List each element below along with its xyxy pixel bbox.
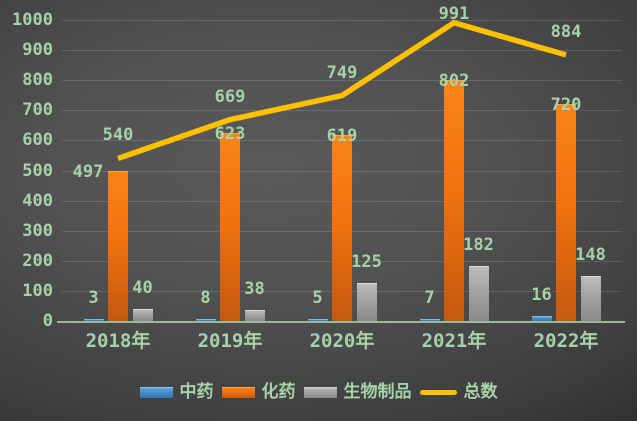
x-axis-line [57, 321, 625, 323]
legend-label-tcm: 中药 [179, 382, 214, 402]
data-label-total: 749 [326, 62, 358, 83]
y-axis-tick-label: 600 [22, 130, 53, 151]
x-axis-label: 2021年 [421, 330, 487, 352]
y-axis-tick-label: 500 [22, 160, 53, 181]
bar-biologics [132, 308, 153, 321]
y-axis-tick-label: 800 [22, 70, 53, 91]
legend-swatch-biologics [303, 386, 337, 398]
y-axis-tick-label: 900 [22, 40, 53, 61]
y-axis-tick-label: 100 [22, 280, 53, 301]
y-axis-tick-label: 700 [22, 100, 53, 121]
data-label-biologics: 38 [244, 278, 265, 299]
bar-chemical-drugs [332, 134, 352, 321]
data-label-chemical-drugs: 623 [214, 124, 246, 145]
bar-chemical-drugs [444, 79, 464, 321]
data-label-chemical-drugs: 619 [326, 125, 358, 146]
y-axis-tick-label: 300 [22, 220, 53, 241]
bar-chemical-drugs [556, 104, 576, 321]
bar-chemical-drugs [108, 171, 128, 321]
bar-biologics [356, 283, 377, 321]
y-axis-tick-label: 0 [42, 311, 53, 331]
x-axis-label: 2022年 [533, 330, 599, 352]
bar-tcm [195, 318, 216, 321]
legend-label-total: 总数 [463, 382, 498, 402]
bar-tcm [531, 316, 552, 321]
gridline [62, 50, 622, 52]
data-label-tcm: 8 [200, 287, 211, 308]
y-axis-tick-label: 200 [22, 250, 53, 271]
x-axis-label: 2018年 [85, 330, 151, 352]
gridline [62, 20, 622, 21]
x-axis-label: 2020年 [309, 330, 375, 352]
x-axis-label: 2019年 [197, 330, 263, 352]
legend-item-chemical-drugs: 化药 [221, 382, 296, 402]
data-label-total: 540 [102, 125, 134, 146]
legend-label-biologics: 生物制品 [343, 382, 412, 402]
legend-item-total: 总数 [419, 382, 498, 402]
gridline [62, 110, 622, 112]
data-label-tcm: 16 [531, 285, 552, 306]
bar-biologics [580, 276, 601, 321]
legend-line-swatch-total [419, 389, 457, 395]
data-label-tcm: 5 [312, 287, 323, 308]
legend-swatch-chemical-drugs [221, 386, 255, 398]
bar-biologics [468, 266, 489, 321]
data-label-biologics: 125 [351, 252, 382, 273]
data-label-total: 669 [214, 86, 246, 107]
legend-swatch-tcm [139, 386, 173, 398]
bar-tcm [307, 318, 328, 321]
data-label-chemical-drugs: 497 [72, 162, 104, 183]
legend-label-chemical-drugs: 化药 [261, 382, 296, 402]
data-label-total: 991 [438, 4, 470, 24]
bar-biologics [244, 309, 265, 321]
legend-item-tcm: 中药 [139, 382, 214, 402]
data-label-biologics: 40 [132, 277, 153, 298]
data-label-tcm: 3 [88, 287, 99, 308]
data-label-tcm: 7 [424, 287, 435, 308]
data-label-chemical-drugs: 802 [438, 70, 470, 91]
bar-tcm [83, 318, 104, 321]
legend: 中药 化药 生物制品 总数 [0, 383, 637, 401]
data-label-total: 884 [550, 21, 582, 42]
bar-tcm [419, 318, 440, 321]
data-label-chemical-drugs: 720 [550, 95, 582, 116]
y-axis-tick-label: 400 [22, 190, 53, 211]
bar-chemical-drugs [220, 133, 240, 321]
legend-item-biologics: 生物制品 [303, 382, 412, 402]
y-axis-tick-label: 1000 [12, 10, 53, 30]
data-label-biologics: 182 [463, 235, 494, 256]
data-label-biologics: 148 [575, 245, 606, 266]
